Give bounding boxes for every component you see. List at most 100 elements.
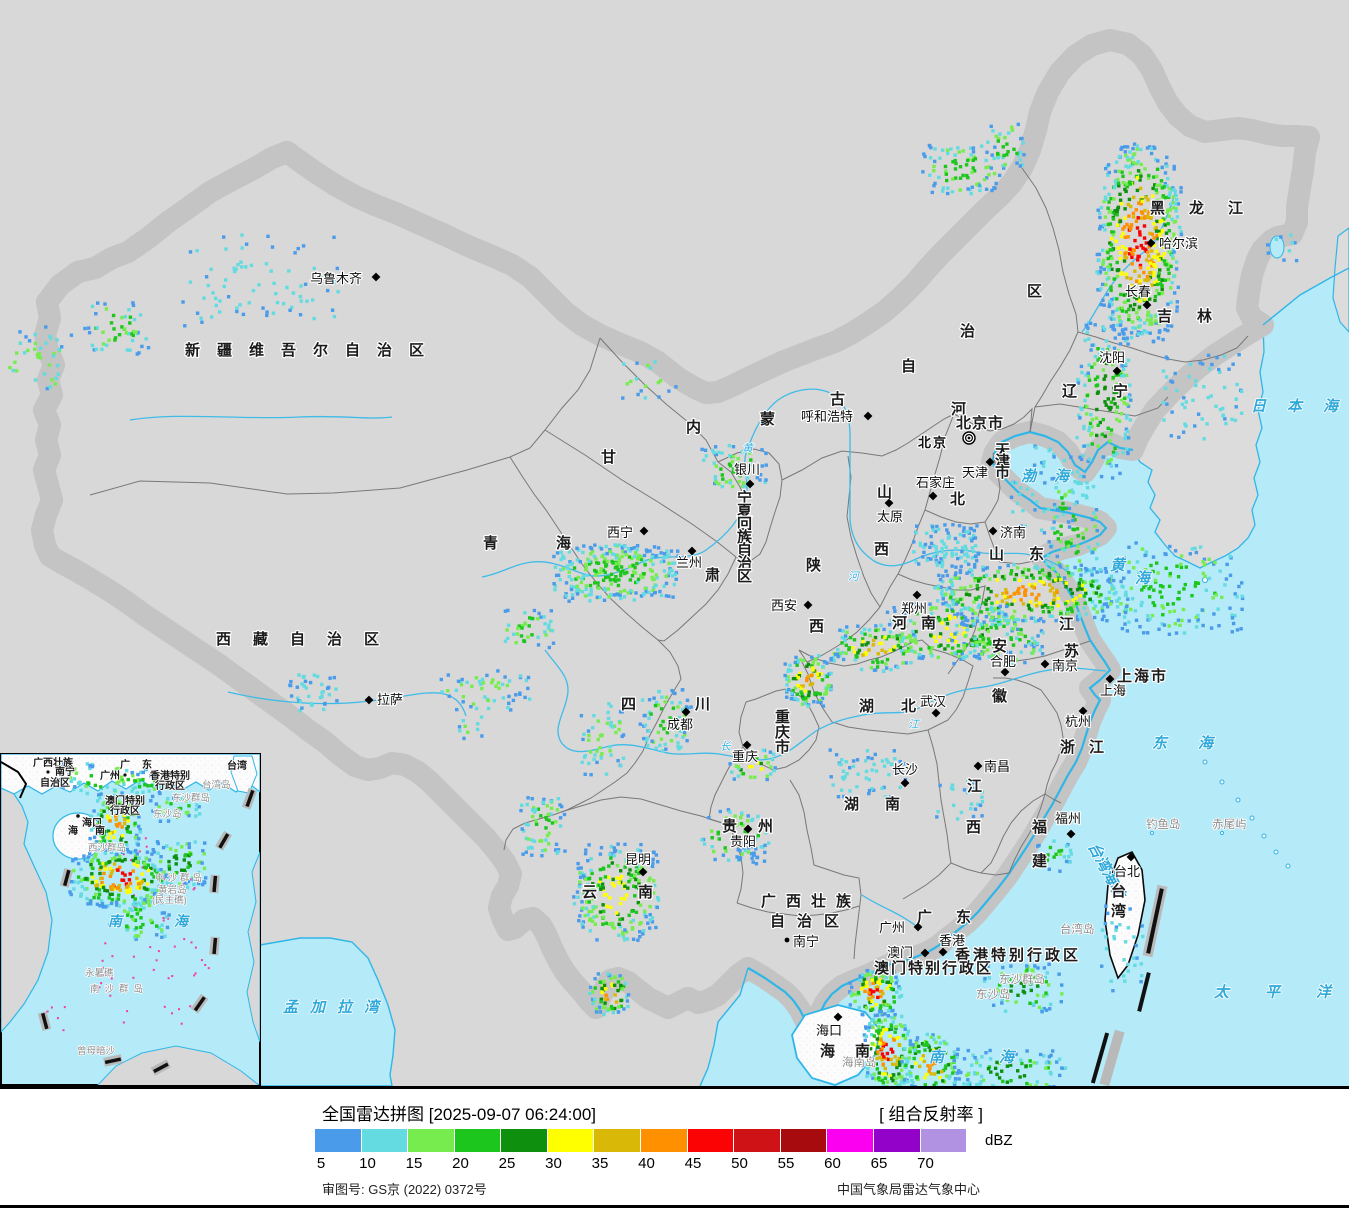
province-label: 西藏自治区 [216,630,401,648]
island-speck [163,1005,166,1008]
dbz-tick: 65 [870,1155,888,1172]
city-marker [803,600,813,610]
radar-echo-cluster [149,793,202,823]
dbz-colorbar [315,1129,967,1152]
island-speck [149,946,152,949]
radar-echo-cluster [181,233,340,328]
city-marker [1040,659,1050,669]
island-speck [170,883,173,886]
colorbar-segment [361,1129,409,1152]
inset-radar-echo-layer [57,762,208,941]
island-speck [193,887,196,890]
province-label: 市 [995,463,1010,481]
city-marker [920,948,930,958]
island-speck [178,1008,180,1011]
radar-echo-cluster [900,1032,961,1086]
province-label: 海南 [820,1042,890,1060]
colorbar-segment [408,1129,455,1152]
island-speck [167,977,170,980]
radar-echo-cluster [439,669,532,712]
island-speck [145,845,148,848]
radar-echo-cluster [588,972,631,1017]
river-label: 河 [848,570,861,583]
city-marker [1000,667,1010,677]
city-label: 台北 [1114,864,1140,879]
province-label: 西 [874,541,889,558]
sea-label: 孟加拉湾 [283,998,391,1016]
radar-echo-cluster [952,1048,1068,1086]
dbz-tick-labels: 5 10 15 20 25 30 35 40 45 50 55 60 65 70 [315,1155,995,1173]
inset-label: 行政区 [109,804,140,817]
island-speck [194,972,197,975]
inset-label: 海南 [68,824,122,837]
island-label: 东沙群岛 [999,972,1045,986]
lake-khanka [1269,235,1285,259]
radar-echo-cluster [621,360,678,400]
colorbar-segment [547,1129,595,1152]
radar-echo-cluster [503,608,556,650]
province-label: 自 [737,541,752,559]
city-marker [639,526,649,536]
city-label: 福州 [1055,811,1081,826]
island-speck [104,942,107,945]
radar-echo-cluster [638,688,693,753]
inset-label: 南宁 [55,765,75,778]
province-label: 区 [737,568,752,585]
island-speck [106,987,109,990]
city-marker [938,947,948,957]
province-label: 肃 [705,566,720,584]
maritime-dash-lines [1090,884,1168,1086]
province-label: 津 [995,452,1010,470]
city-label: 乌鲁木齐 [310,271,362,286]
product-label: [ 组合反射率 ] [879,1105,983,1124]
radar-echo-cluster [912,523,981,569]
city-marker [364,695,374,705]
island-speck [106,843,108,846]
province-label: 北 [950,491,965,508]
map-legend-divider [0,1086,1349,1089]
province-label: 徽 [991,687,1008,705]
province-label: 贵州 [722,817,794,835]
legend-panel: 全国雷达拼图 [2025-09-07 06:24:00] [ 组合反射率 ] d… [0,1089,1349,1205]
island-speck [138,850,141,853]
radar-echo-cluster [982,962,1064,1014]
island-speck [100,982,103,985]
inset-label: 西沙群岛 [88,842,126,854]
city-marker [742,740,752,750]
dbz-tick: 40 [638,1155,655,1172]
radar-echo-cluster [457,715,484,741]
city-label: 香港 [939,933,965,948]
province-label: 浙江 [1060,738,1118,756]
city-marker [1066,829,1076,839]
radar-echo-cluster [88,792,143,855]
radar-echo-cluster [68,848,171,909]
province-label: 青海 [483,534,629,552]
radar-echo-cluster [921,143,1002,196]
city-marker [863,411,873,421]
city-label: 郑州 [901,601,927,616]
city-label: 长春 [1125,284,1151,299]
radar-echo-cluster [1032,839,1073,873]
island-speck [108,972,111,975]
inset-label: 广州 [100,769,120,782]
dbz-tick: 70 [917,1155,934,1172]
tarim-river [129,415,393,421]
province-label: 辽宁 [1062,382,1164,400]
province-label: 云南 [582,883,694,901]
dbz-unit-label: dBZ [985,1132,1013,1149]
dbz-tick: 55 [777,1155,795,1172]
radar-echo-layer [8,122,1299,1086]
radar-echo-cluster [519,796,567,858]
island-speck [167,917,170,920]
radar-echo-cluster [1098,541,1245,636]
ryukyu-islands [1149,576,1291,869]
province-label: 治 [960,322,975,340]
city-marker [988,526,998,536]
island-speck [122,1021,125,1024]
city-label: 沈阳 [1099,350,1125,365]
island-speck [171,975,174,977]
province-label: 江 [1059,615,1074,633]
province-label: 西 [809,618,824,635]
city-label: 重庆 [732,749,758,764]
